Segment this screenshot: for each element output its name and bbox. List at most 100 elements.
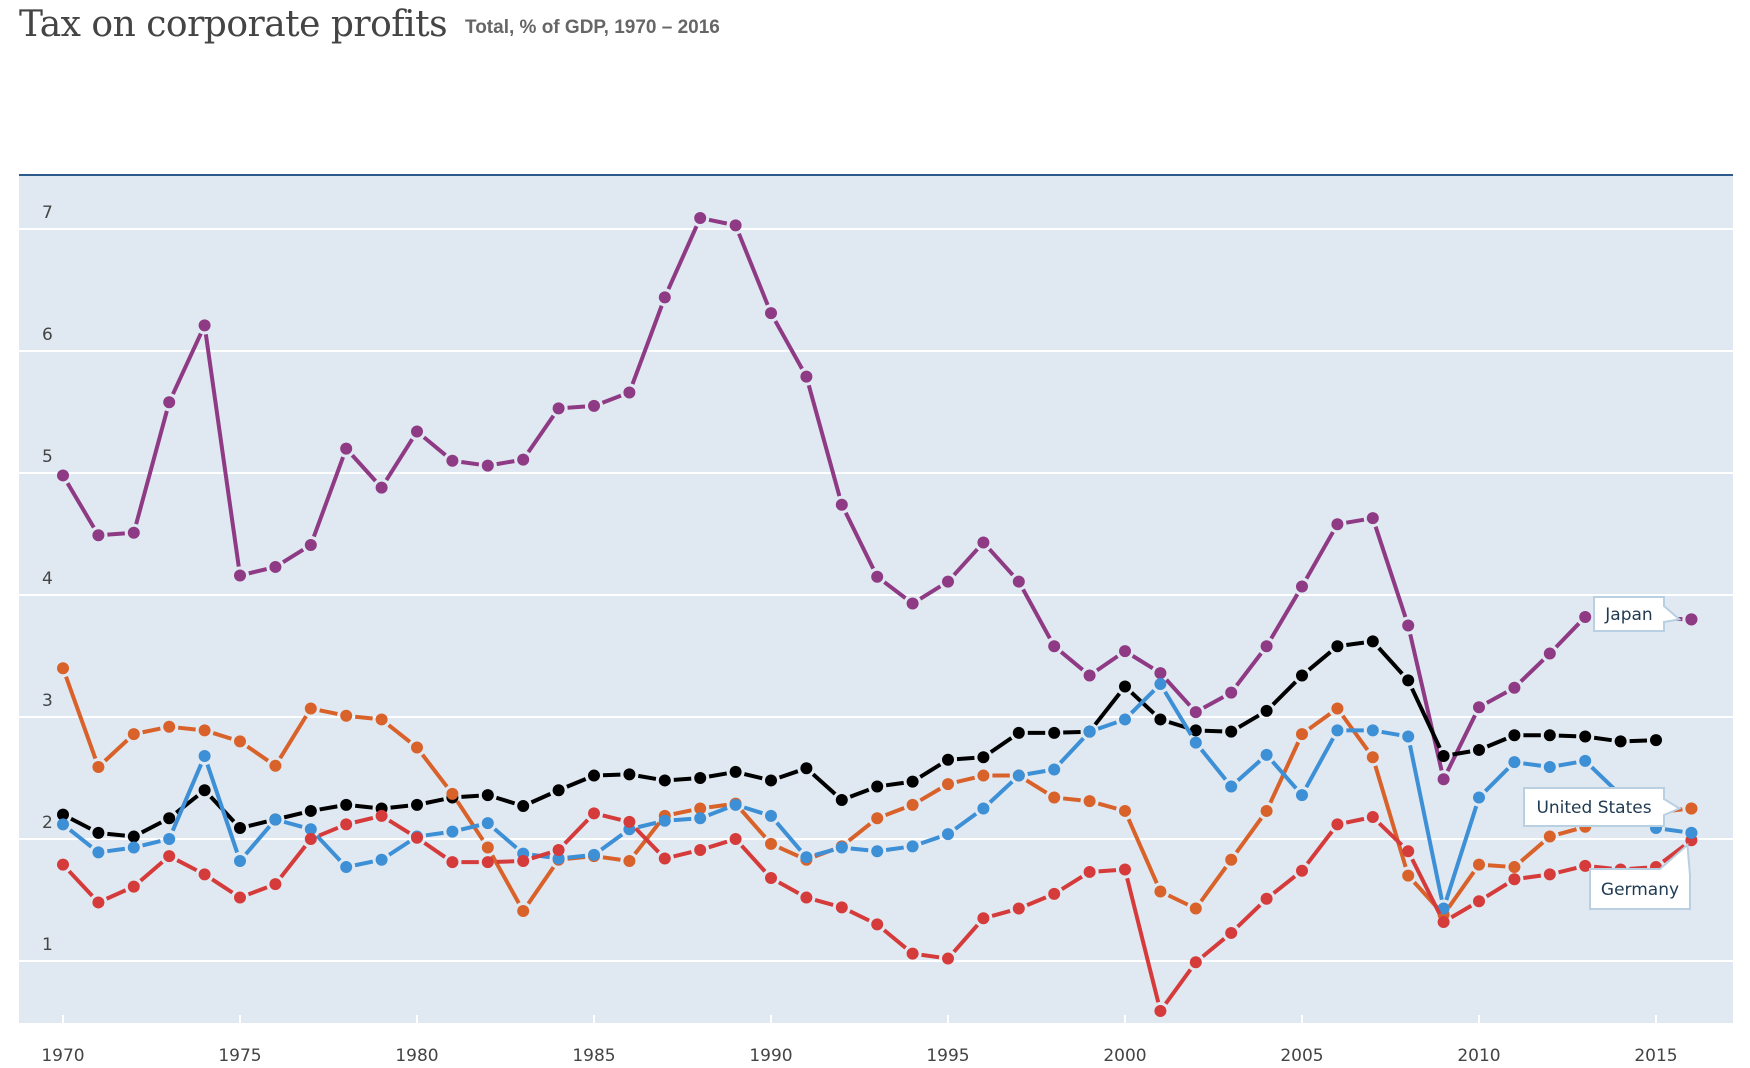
data-point-2004[interactable] <box>1260 704 1273 717</box>
data-point-1983[interactable] <box>517 800 530 813</box>
data-point-1991[interactable] <box>800 762 813 775</box>
data-point-2000[interactable] <box>1119 713 1131 726</box>
data-point-2015[interactable] <box>1650 734 1662 747</box>
data-point-1982[interactable] <box>481 856 494 869</box>
data-point-2014[interactable] <box>1614 735 1627 748</box>
data-point-2004[interactable] <box>1260 892 1273 905</box>
data-point-2010[interactable] <box>1473 791 1485 804</box>
data-point-1986[interactable] <box>623 815 636 828</box>
data-point-1974[interactable] <box>198 750 211 763</box>
data-point-1972[interactable] <box>127 880 140 893</box>
data-point-2001[interactable] <box>1154 713 1167 726</box>
data-point-1979[interactable] <box>375 853 388 866</box>
data-point-2007[interactable] <box>1366 811 1379 824</box>
data-point-1987[interactable] <box>658 852 671 865</box>
data-point-1970[interactable] <box>57 662 69 675</box>
data-point-1995[interactable] <box>942 575 954 588</box>
data-point-1975[interactable] <box>234 735 246 748</box>
data-point-1982[interactable] <box>481 459 494 472</box>
data-point-2002[interactable] <box>1189 902 1202 915</box>
data-point-2008[interactable] <box>1402 730 1415 743</box>
data-point-1992[interactable] <box>835 793 848 806</box>
data-point-2006[interactable] <box>1331 724 1344 737</box>
data-point-2012[interactable] <box>1543 830 1556 843</box>
data-point-2008[interactable] <box>1402 869 1415 882</box>
data-point-1981[interactable] <box>446 454 459 467</box>
data-point-1998[interactable] <box>1048 763 1061 776</box>
data-point-1999[interactable] <box>1083 725 1096 738</box>
data-point-1973[interactable] <box>163 720 176 733</box>
data-point-1990[interactable] <box>765 837 777 850</box>
data-point-1998[interactable] <box>1048 887 1061 900</box>
data-point-1980[interactable] <box>411 831 423 844</box>
data-point-1973[interactable] <box>163 396 176 409</box>
data-point-2003[interactable] <box>1225 853 1238 866</box>
data-point-2007[interactable] <box>1366 724 1379 737</box>
data-point-1983[interactable] <box>517 854 530 867</box>
data-point-2012[interactable] <box>1543 761 1556 774</box>
data-point-1972[interactable] <box>127 830 140 843</box>
data-point-1979[interactable] <box>375 481 388 494</box>
data-point-1984[interactable] <box>552 843 565 856</box>
data-point-1996[interactable] <box>977 751 990 764</box>
data-point-1989[interactable] <box>729 765 742 778</box>
data-point-1977[interactable] <box>304 833 317 845</box>
data-point-1971[interactable] <box>92 761 105 774</box>
data-point-1998[interactable] <box>1048 726 1061 739</box>
data-point-1975[interactable] <box>234 854 246 867</box>
data-point-1978[interactable] <box>340 709 353 722</box>
data-point-2011[interactable] <box>1508 729 1521 742</box>
data-point-1971[interactable] <box>92 846 105 859</box>
data-point-1994[interactable] <box>906 798 919 811</box>
data-point-1974[interactable] <box>198 724 211 737</box>
data-point-1999[interactable] <box>1083 865 1096 878</box>
data-point-1988[interactable] <box>694 772 707 784</box>
data-point-1987[interactable] <box>658 774 671 787</box>
data-point-1994[interactable] <box>906 947 919 960</box>
data-point-2003[interactable] <box>1225 725 1238 738</box>
data-point-2001[interactable] <box>1154 678 1167 691</box>
data-point-2009[interactable] <box>1437 750 1450 763</box>
data-point-1975[interactable] <box>234 891 246 904</box>
data-point-1994[interactable] <box>906 840 919 853</box>
data-point-2000[interactable] <box>1119 804 1131 817</box>
data-point-1998[interactable] <box>1048 640 1061 653</box>
data-point-1977[interactable] <box>304 702 317 715</box>
data-point-1985[interactable] <box>588 769 600 782</box>
data-point-1995[interactable] <box>942 828 954 841</box>
data-point-2009[interactable] <box>1437 773 1450 786</box>
data-point-1988[interactable] <box>694 843 707 856</box>
data-point-1981[interactable] <box>446 825 459 838</box>
data-point-1982[interactable] <box>481 789 494 802</box>
data-point-1974[interactable] <box>198 319 211 332</box>
data-point-1982[interactable] <box>481 817 494 830</box>
data-point-2010[interactable] <box>1473 701 1485 714</box>
data-point-1985[interactable] <box>588 848 600 861</box>
data-point-2008[interactable] <box>1402 674 1415 687</box>
data-point-2011[interactable] <box>1508 873 1521 886</box>
data-point-1997[interactable] <box>1012 726 1025 739</box>
data-point-1979[interactable] <box>375 713 388 726</box>
data-point-1978[interactable] <box>340 798 353 811</box>
data-point-2008[interactable] <box>1402 845 1415 858</box>
data-point-2006[interactable] <box>1331 702 1344 715</box>
data-point-2011[interactable] <box>1508 681 1521 694</box>
data-point-1988[interactable] <box>694 212 707 225</box>
data-point-1993[interactable] <box>871 780 884 793</box>
data-point-1990[interactable] <box>765 809 777 822</box>
data-point-1971[interactable] <box>92 896 105 909</box>
data-point-2010[interactable] <box>1473 858 1485 871</box>
data-point-1975[interactable] <box>234 822 246 835</box>
data-point-1976[interactable] <box>269 813 282 826</box>
data-point-2002[interactable] <box>1189 706 1202 719</box>
data-point-2013[interactable] <box>1579 610 1592 623</box>
data-point-2003[interactable] <box>1225 686 1238 699</box>
data-point-1975[interactable] <box>234 569 246 582</box>
data-point-2011[interactable] <box>1508 756 1521 769</box>
data-point-1984[interactable] <box>552 852 565 865</box>
data-point-1971[interactable] <box>92 826 105 839</box>
data-point-2006[interactable] <box>1331 640 1344 653</box>
data-point-1974[interactable] <box>198 784 211 797</box>
data-point-2004[interactable] <box>1260 748 1273 761</box>
data-point-1985[interactable] <box>588 807 600 820</box>
